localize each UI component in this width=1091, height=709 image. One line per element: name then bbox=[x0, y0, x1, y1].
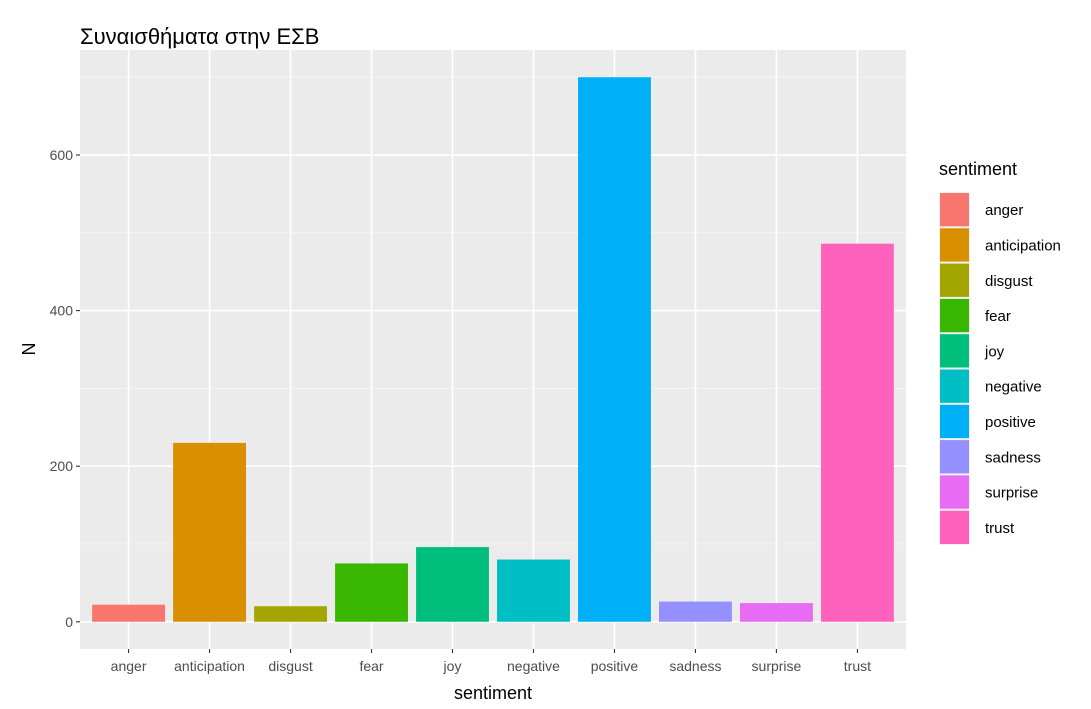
legend-key-joy bbox=[940, 334, 969, 368]
y-tick-label: 400 bbox=[50, 303, 74, 319]
bar-anger bbox=[92, 604, 166, 622]
legend-label: fear bbox=[985, 308, 1011, 325]
bar-negative bbox=[497, 559, 570, 622]
legend-label: sadness bbox=[985, 449, 1041, 466]
y-tick-label: 200 bbox=[50, 458, 74, 474]
legend-key-trust bbox=[940, 510, 969, 544]
bar-trust bbox=[820, 243, 894, 622]
legend-key-fear bbox=[940, 298, 969, 333]
legend-key-anticipation bbox=[940, 228, 969, 262]
bar-joy bbox=[416, 547, 489, 622]
bar-positive bbox=[578, 77, 651, 622]
legend-label: disgust bbox=[985, 273, 1033, 290]
x-tick-label: sadness bbox=[669, 658, 721, 674]
x-tick-label: joy bbox=[443, 658, 462, 674]
legend-key-anger bbox=[940, 193, 969, 227]
bars bbox=[92, 77, 894, 622]
bar-fear bbox=[335, 563, 408, 622]
chart-title: Συναισθήματα στην ΕΣΒ bbox=[80, 24, 319, 49]
legend-key-positive bbox=[940, 404, 969, 439]
legend-label: anger bbox=[985, 202, 1023, 219]
legend: sentiment anger anticipation disgust fear jo… bbox=[939, 159, 1061, 545]
x-tick-label: surprise bbox=[752, 658, 802, 674]
legend-label: trust bbox=[985, 520, 1015, 537]
y-tick-label: 600 bbox=[50, 147, 74, 163]
y-tick-label: 0 bbox=[65, 614, 73, 630]
legend-label: negative bbox=[985, 379, 1042, 396]
legend-label: joy bbox=[984, 343, 1005, 360]
legend-label: positive bbox=[985, 414, 1036, 431]
y-axis-ticks: 0 200 400 600 bbox=[50, 147, 80, 630]
legend-label: anticipation bbox=[985, 237, 1061, 254]
x-axis-ticks: anger anticipation disgust fear joy negative p… bbox=[111, 649, 871, 674]
x-tick-label: anticipation bbox=[174, 658, 245, 674]
legend-label: surprise bbox=[985, 485, 1038, 502]
bar-sadness bbox=[659, 601, 732, 622]
y-axis-title: N bbox=[19, 343, 39, 356]
bar-anticipation bbox=[173, 442, 247, 622]
x-tick-label: negative bbox=[507, 658, 560, 674]
bar-disgust bbox=[254, 606, 327, 622]
legend-key-sadness bbox=[940, 440, 969, 474]
bar-surprise bbox=[739, 603, 813, 622]
x-tick-label: trust bbox=[844, 658, 871, 674]
legend-title: sentiment bbox=[939, 159, 1017, 179]
legend-key-surprise bbox=[940, 475, 969, 509]
legend-key-negative bbox=[940, 369, 969, 403]
legend-key-disgust bbox=[940, 263, 969, 297]
x-tick-label: fear bbox=[359, 658, 383, 674]
x-axis-title: sentiment bbox=[454, 683, 532, 703]
x-tick-label: anger bbox=[111, 658, 147, 674]
x-tick-label: disgust bbox=[268, 658, 312, 674]
x-tick-label: positive bbox=[591, 658, 639, 674]
